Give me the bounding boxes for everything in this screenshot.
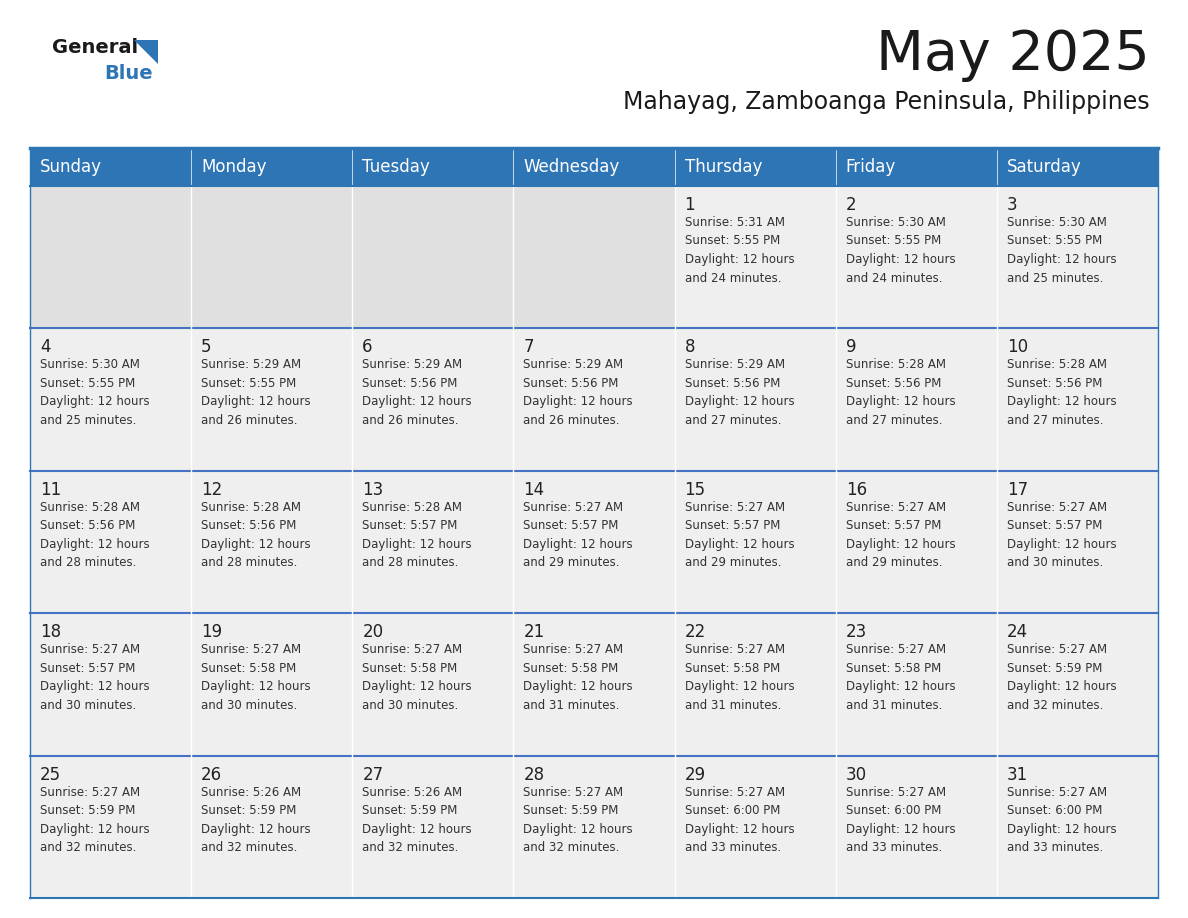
Text: Sunrise: 5:27 AM
Sunset: 5:57 PM
Daylight: 12 hours
and 29 minutes.: Sunrise: 5:27 AM Sunset: 5:57 PM Dayligh… xyxy=(524,501,633,569)
Bar xyxy=(30,186,1158,329)
Text: 7: 7 xyxy=(524,339,533,356)
Text: 18: 18 xyxy=(40,623,61,641)
Text: 25: 25 xyxy=(40,766,61,784)
Text: 28: 28 xyxy=(524,766,544,784)
Text: 8: 8 xyxy=(684,339,695,356)
Text: 30: 30 xyxy=(846,766,867,784)
Text: Sunrise: 5:29 AM
Sunset: 5:56 PM
Daylight: 12 hours
and 26 minutes.: Sunrise: 5:29 AM Sunset: 5:56 PM Dayligh… xyxy=(524,358,633,427)
Text: 20: 20 xyxy=(362,623,384,641)
Text: Sunrise: 5:27 AM
Sunset: 5:59 PM
Daylight: 12 hours
and 32 minutes.: Sunrise: 5:27 AM Sunset: 5:59 PM Dayligh… xyxy=(1007,644,1117,711)
Text: 19: 19 xyxy=(201,623,222,641)
Text: Sunrise: 5:28 AM
Sunset: 5:56 PM
Daylight: 12 hours
and 27 minutes.: Sunrise: 5:28 AM Sunset: 5:56 PM Dayligh… xyxy=(1007,358,1117,427)
Text: 29: 29 xyxy=(684,766,706,784)
Text: 16: 16 xyxy=(846,481,867,498)
Bar xyxy=(30,471,1158,613)
Text: 12: 12 xyxy=(201,481,222,498)
Text: Sunday: Sunday xyxy=(40,158,102,176)
Text: 5: 5 xyxy=(201,339,211,356)
Text: 3: 3 xyxy=(1007,196,1017,214)
Text: Sunrise: 5:28 AM
Sunset: 5:56 PM
Daylight: 12 hours
and 27 minutes.: Sunrise: 5:28 AM Sunset: 5:56 PM Dayligh… xyxy=(846,358,955,427)
Text: Sunrise: 5:27 AM
Sunset: 5:59 PM
Daylight: 12 hours
and 32 minutes.: Sunrise: 5:27 AM Sunset: 5:59 PM Dayligh… xyxy=(524,786,633,854)
Text: Sunrise: 5:27 AM
Sunset: 5:57 PM
Daylight: 12 hours
and 29 minutes.: Sunrise: 5:27 AM Sunset: 5:57 PM Dayligh… xyxy=(684,501,795,569)
Text: 27: 27 xyxy=(362,766,384,784)
Text: 14: 14 xyxy=(524,481,544,498)
Text: Sunrise: 5:29 AM
Sunset: 5:56 PM
Daylight: 12 hours
and 26 minutes.: Sunrise: 5:29 AM Sunset: 5:56 PM Dayligh… xyxy=(362,358,472,427)
Text: Sunrise: 5:28 AM
Sunset: 5:56 PM
Daylight: 12 hours
and 28 minutes.: Sunrise: 5:28 AM Sunset: 5:56 PM Dayligh… xyxy=(40,501,150,569)
Text: Monday: Monday xyxy=(201,158,266,176)
Text: 26: 26 xyxy=(201,766,222,784)
Text: 1: 1 xyxy=(684,196,695,214)
Text: 17: 17 xyxy=(1007,481,1028,498)
Text: 6: 6 xyxy=(362,339,373,356)
Bar xyxy=(30,329,1158,471)
Text: 4: 4 xyxy=(40,339,51,356)
Text: 22: 22 xyxy=(684,623,706,641)
Text: Sunrise: 5:28 AM
Sunset: 5:56 PM
Daylight: 12 hours
and 28 minutes.: Sunrise: 5:28 AM Sunset: 5:56 PM Dayligh… xyxy=(201,501,311,569)
Bar xyxy=(30,148,1158,186)
Text: Sunrise: 5:27 AM
Sunset: 5:59 PM
Daylight: 12 hours
and 32 minutes.: Sunrise: 5:27 AM Sunset: 5:59 PM Dayligh… xyxy=(40,786,150,854)
Text: 2: 2 xyxy=(846,196,857,214)
Text: Sunrise: 5:26 AM
Sunset: 5:59 PM
Daylight: 12 hours
and 32 minutes.: Sunrise: 5:26 AM Sunset: 5:59 PM Dayligh… xyxy=(362,786,472,854)
Text: Sunrise: 5:29 AM
Sunset: 5:55 PM
Daylight: 12 hours
and 26 minutes.: Sunrise: 5:29 AM Sunset: 5:55 PM Dayligh… xyxy=(201,358,311,427)
Text: 24: 24 xyxy=(1007,623,1028,641)
Text: 13: 13 xyxy=(362,481,384,498)
Text: 23: 23 xyxy=(846,623,867,641)
Bar xyxy=(30,756,1158,898)
Text: Sunrise: 5:27 AM
Sunset: 5:58 PM
Daylight: 12 hours
and 30 minutes.: Sunrise: 5:27 AM Sunset: 5:58 PM Dayligh… xyxy=(362,644,472,711)
Text: Saturday: Saturday xyxy=(1007,158,1081,176)
Text: Sunrise: 5:30 AM
Sunset: 5:55 PM
Daylight: 12 hours
and 24 minutes.: Sunrise: 5:30 AM Sunset: 5:55 PM Dayligh… xyxy=(846,216,955,285)
Text: Sunrise: 5:31 AM
Sunset: 5:55 PM
Daylight: 12 hours
and 24 minutes.: Sunrise: 5:31 AM Sunset: 5:55 PM Dayligh… xyxy=(684,216,795,285)
Text: Sunrise: 5:27 AM
Sunset: 5:57 PM
Daylight: 12 hours
and 30 minutes.: Sunrise: 5:27 AM Sunset: 5:57 PM Dayligh… xyxy=(1007,501,1117,569)
Text: Sunrise: 5:26 AM
Sunset: 5:59 PM
Daylight: 12 hours
and 32 minutes.: Sunrise: 5:26 AM Sunset: 5:59 PM Dayligh… xyxy=(201,786,311,854)
Text: Sunrise: 5:27 AM
Sunset: 5:58 PM
Daylight: 12 hours
and 30 minutes.: Sunrise: 5:27 AM Sunset: 5:58 PM Dayligh… xyxy=(201,644,311,711)
Text: Sunrise: 5:27 AM
Sunset: 5:58 PM
Daylight: 12 hours
and 31 minutes.: Sunrise: 5:27 AM Sunset: 5:58 PM Dayligh… xyxy=(846,644,955,711)
Text: Sunrise: 5:30 AM
Sunset: 5:55 PM
Daylight: 12 hours
and 25 minutes.: Sunrise: 5:30 AM Sunset: 5:55 PM Dayligh… xyxy=(1007,216,1117,285)
Bar xyxy=(513,186,675,329)
Text: Wednesday: Wednesday xyxy=(524,158,620,176)
Text: Mahayag, Zamboanga Peninsula, Philippines: Mahayag, Zamboanga Peninsula, Philippine… xyxy=(624,90,1150,114)
Text: 9: 9 xyxy=(846,339,857,356)
Bar xyxy=(353,186,513,329)
Text: Sunrise: 5:27 AM
Sunset: 5:57 PM
Daylight: 12 hours
and 30 minutes.: Sunrise: 5:27 AM Sunset: 5:57 PM Dayligh… xyxy=(40,644,150,711)
Text: Sunrise: 5:27 AM
Sunset: 6:00 PM
Daylight: 12 hours
and 33 minutes.: Sunrise: 5:27 AM Sunset: 6:00 PM Dayligh… xyxy=(846,786,955,854)
Text: Friday: Friday xyxy=(846,158,896,176)
Text: Sunrise: 5:27 AM
Sunset: 5:57 PM
Daylight: 12 hours
and 29 minutes.: Sunrise: 5:27 AM Sunset: 5:57 PM Dayligh… xyxy=(846,501,955,569)
Text: 15: 15 xyxy=(684,481,706,498)
Text: Tuesday: Tuesday xyxy=(362,158,430,176)
Bar xyxy=(191,186,353,329)
Text: 21: 21 xyxy=(524,623,544,641)
Text: 31: 31 xyxy=(1007,766,1028,784)
Text: Sunrise: 5:27 AM
Sunset: 5:58 PM
Daylight: 12 hours
and 31 minutes.: Sunrise: 5:27 AM Sunset: 5:58 PM Dayligh… xyxy=(684,644,795,711)
Text: Sunrise: 5:27 AM
Sunset: 6:00 PM
Daylight: 12 hours
and 33 minutes.: Sunrise: 5:27 AM Sunset: 6:00 PM Dayligh… xyxy=(1007,786,1117,854)
Text: Blue: Blue xyxy=(105,64,152,83)
Text: Sunrise: 5:27 AM
Sunset: 5:58 PM
Daylight: 12 hours
and 31 minutes.: Sunrise: 5:27 AM Sunset: 5:58 PM Dayligh… xyxy=(524,644,633,711)
Bar xyxy=(30,186,191,329)
Text: Thursday: Thursday xyxy=(684,158,762,176)
Polygon shape xyxy=(134,40,158,64)
Text: 11: 11 xyxy=(40,481,62,498)
Text: General: General xyxy=(52,38,138,57)
Bar xyxy=(30,613,1158,756)
Text: Sunrise: 5:28 AM
Sunset: 5:57 PM
Daylight: 12 hours
and 28 minutes.: Sunrise: 5:28 AM Sunset: 5:57 PM Dayligh… xyxy=(362,501,472,569)
Text: Sunrise: 5:29 AM
Sunset: 5:56 PM
Daylight: 12 hours
and 27 minutes.: Sunrise: 5:29 AM Sunset: 5:56 PM Dayligh… xyxy=(684,358,795,427)
Text: Sunrise: 5:27 AM
Sunset: 6:00 PM
Daylight: 12 hours
and 33 minutes.: Sunrise: 5:27 AM Sunset: 6:00 PM Dayligh… xyxy=(684,786,795,854)
Text: May 2025: May 2025 xyxy=(877,28,1150,82)
Text: 10: 10 xyxy=(1007,339,1028,356)
Text: Sunrise: 5:30 AM
Sunset: 5:55 PM
Daylight: 12 hours
and 25 minutes.: Sunrise: 5:30 AM Sunset: 5:55 PM Dayligh… xyxy=(40,358,150,427)
